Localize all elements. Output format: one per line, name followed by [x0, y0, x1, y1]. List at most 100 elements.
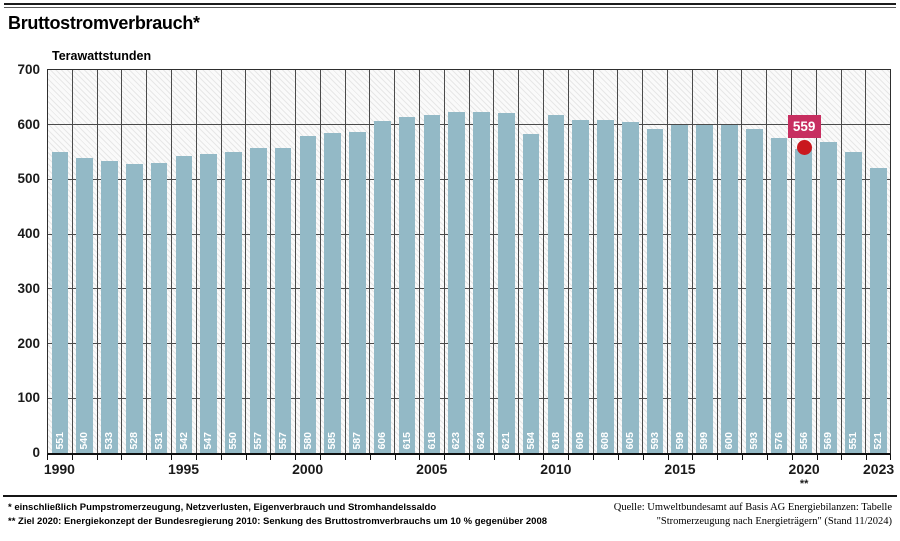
bar-value-label: 551 — [53, 432, 66, 450]
x-axis-tick — [717, 455, 719, 460]
bar-1995: 542 — [175, 156, 193, 453]
x-axis-tick — [493, 455, 495, 460]
year-cell-2012: 608 — [594, 70, 619, 453]
bar-2015: 599 — [671, 125, 689, 453]
year-cell-2003: 606 — [370, 70, 396, 453]
x-axis-tick — [419, 455, 421, 460]
bar-value-label: 624 — [475, 432, 488, 450]
x-axis-label-2023: 2023 — [863, 461, 895, 477]
x-axis-tick — [369, 455, 371, 460]
x-axis-tick — [220, 455, 222, 460]
footnotes: * einschließlich Pumpstromerzeugung, Net… — [8, 501, 547, 529]
year-cell-2019: 576 — [767, 70, 792, 453]
bar-2004: 615 — [398, 116, 416, 453]
y-axis-tick-label: 700 — [17, 62, 40, 77]
bar-2000: 580 — [299, 135, 317, 453]
year-cell-2010: 618 — [544, 70, 569, 453]
year-cell-1991: 540 — [73, 70, 98, 453]
bar-value-label: 542 — [177, 432, 190, 450]
year-cell-1990: 551 — [48, 70, 73, 453]
bar-1994: 531 — [150, 162, 168, 453]
x-axis-tick — [270, 455, 272, 460]
bar-1990: 551 — [51, 151, 69, 453]
y-axis-unit-label: Terawattstunden — [52, 49, 152, 63]
bar-value-label: 605 — [623, 432, 636, 450]
plot-cells: 551 540 533 528 531 542 547 550 557 557 580 585 587 6… — [48, 70, 890, 453]
bar-value-label: 600 — [723, 432, 736, 450]
year-cell-1992: 533 — [98, 70, 123, 453]
year-cell-2017: 600 — [718, 70, 743, 453]
bar-1998: 557 — [249, 148, 267, 453]
bar-2005: 618 — [423, 114, 441, 453]
bar-value-label: 547 — [202, 432, 215, 450]
x-axis-tick — [866, 455, 868, 460]
bar-1996: 547 — [200, 153, 217, 453]
bar-2001: 585 — [324, 132, 341, 453]
year-cell-2023: 521 — [866, 70, 890, 453]
year-cell-1995: 542 — [172, 70, 197, 453]
x-axis-tick — [568, 455, 570, 460]
bar-2013: 605 — [621, 122, 639, 453]
x-axis-label-1990: 1990 — [43, 461, 75, 477]
x-axis-tick — [96, 455, 98, 460]
bar-value-label: 576 — [772, 432, 785, 450]
bar-value-label: 531 — [152, 432, 165, 450]
x-axis-tick — [444, 455, 446, 460]
y-axis-tick-label: 600 — [17, 116, 40, 132]
x-axis-ticks — [47, 455, 891, 461]
x-axis-tick — [171, 455, 173, 460]
bar-2014: 593 — [646, 128, 664, 453]
year-cell-1997: 550 — [222, 70, 247, 453]
bar-2017: 600 — [721, 124, 738, 453]
y-axis-tick-label: 300 — [17, 280, 40, 296]
source-attribution: Quelle: Umweltbundesamt auf Basis AG Ene… — [614, 501, 892, 529]
x-axis-tick — [692, 455, 694, 460]
bar-2020: 556 — [795, 148, 813, 453]
year-cell-2006: 623 — [445, 70, 470, 453]
target-footnote-mark: ** — [799, 478, 809, 490]
year-cell-2021: 569 — [817, 70, 842, 453]
x-axis-tick — [394, 455, 396, 460]
year-cell-2009: 584 — [519, 70, 544, 453]
x-axis-label-2015: 2015 — [664, 461, 696, 477]
bar-value-label: 599 — [673, 432, 686, 450]
x-axis-tick — [841, 455, 843, 460]
bar-1999: 557 — [274, 148, 292, 453]
x-axis-tick — [195, 455, 197, 460]
x-axis-tick — [469, 455, 470, 460]
x-axis-label-2010: 2010 — [540, 461, 572, 477]
year-cell-2005: 618 — [420, 70, 445, 453]
year-cell-2016: 599 — [693, 70, 718, 453]
year-cell-2013: 605 — [618, 70, 644, 453]
bar-value-label: 580 — [301, 432, 314, 450]
bar-value-label: 618 — [425, 432, 438, 450]
bar-2007: 624 — [473, 111, 490, 453]
year-cell-2015: 599 — [668, 70, 693, 453]
bar-1997: 550 — [225, 152, 242, 453]
chart-title: Bruttostromverbrauch* — [8, 13, 200, 33]
year-cell-2014: 593 — [643, 70, 668, 453]
y-axis-tick-label: 100 — [17, 390, 40, 406]
x-axis-tick — [71, 455, 73, 460]
bar-2002: 587 — [349, 131, 366, 453]
year-cell-2007: 624 — [470, 70, 495, 453]
x-axis-tick — [642, 455, 644, 460]
x-axis-tick — [121, 455, 123, 460]
x-axis-tick — [593, 455, 595, 460]
year-cell-1996: 547 — [197, 70, 222, 453]
bar-1993: 528 — [125, 164, 143, 453]
bar-value-label: 606 — [376, 432, 388, 450]
year-cell-2022: 551 — [842, 70, 867, 453]
year-cell-1998: 557 — [246, 70, 272, 453]
footnote-line-2: ** Ziel 2020: Energiekonzept der Bundesr… — [8, 516, 548, 527]
year-cell-2008: 621 — [494, 70, 520, 453]
bar-2008: 621 — [497, 113, 515, 453]
bar-value-label: 593 — [747, 432, 760, 450]
year-cell-2011: 609 — [569, 70, 594, 453]
bar-value-label: 556 — [797, 432, 810, 450]
x-axis-tick — [295, 455, 297, 460]
bar-value-label: 587 — [351, 432, 364, 450]
bar-2006: 623 — [448, 112, 465, 453]
footer-divider — [3, 495, 897, 497]
